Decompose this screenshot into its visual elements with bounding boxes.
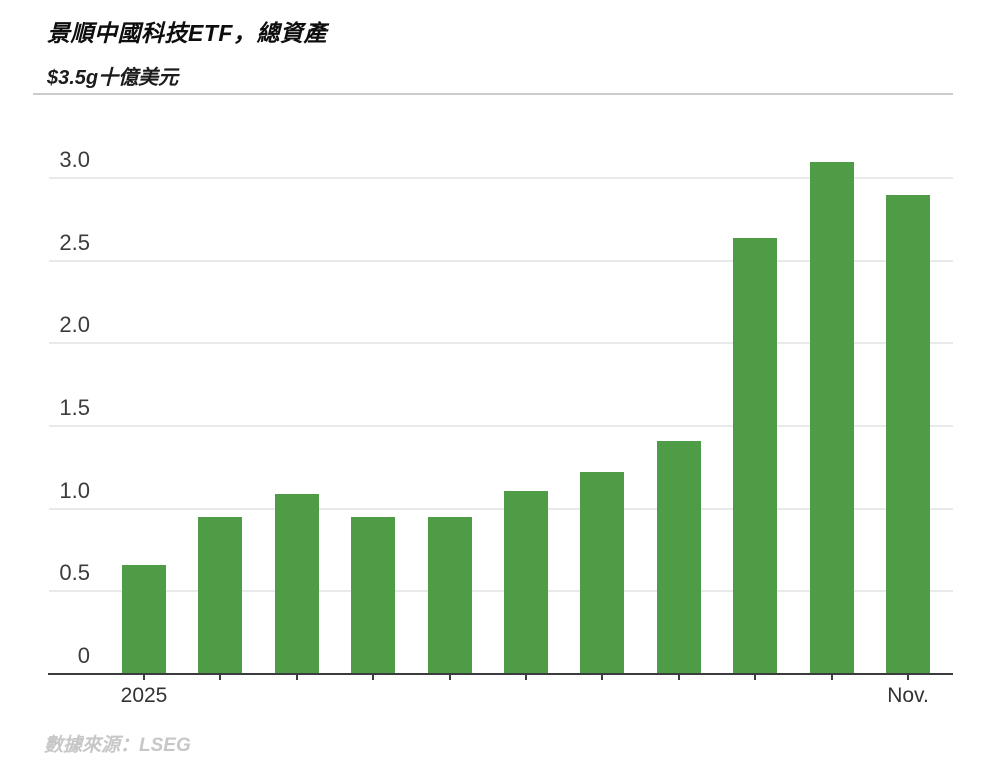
x-axis-tick-mark [525, 675, 527, 680]
y-axis-tick-label: 0.5 [59, 560, 90, 586]
bar [427, 516, 472, 674]
x-axis-tick-mark [295, 675, 298, 680]
bar [886, 194, 930, 674]
chart-title: 景順中國科技ETF，總資產 [47, 20, 327, 46]
gridline [49, 425, 953, 428]
gridline [49, 177, 953, 180]
x-axis-tick-mark [219, 675, 222, 680]
x-axis-tick-label: Nov. [887, 684, 929, 707]
y-axis-tick-label: 1.0 [59, 477, 90, 503]
x-axis-line [48, 673, 953, 675]
x-axis-tick-mark [143, 675, 145, 680]
bar [580, 472, 625, 674]
bar [274, 493, 319, 674]
gridline [49, 507, 953, 510]
x-axis-tick-mark [754, 675, 757, 680]
x-axis-tick-mark [448, 675, 451, 680]
x-axis-tick-mark [372, 675, 375, 680]
y-axis-tick-label: 1.5 [59, 395, 90, 421]
bar [122, 564, 166, 674]
y-axis-tick-label: 2.5 [59, 229, 90, 255]
gridline [49, 342, 953, 345]
source-note: 數據來源：LSEG [44, 735, 191, 756]
x-axis-tick-mark [677, 675, 680, 680]
y-axis-tick-label: 0 [77, 643, 90, 668]
x-axis-tick-mark [601, 675, 604, 680]
bar [656, 440, 701, 674]
bar [809, 161, 854, 674]
gridline [49, 259, 953, 262]
gridline [49, 590, 953, 593]
y-axis-tick-label: 2.0 [59, 312, 90, 338]
x-axis-tick-mark [830, 675, 833, 680]
bar [198, 516, 243, 674]
header-divider [33, 93, 953, 95]
x-axis-tick-label: 2025 [120, 684, 168, 707]
bar [733, 237, 778, 674]
bar [504, 490, 548, 674]
y-axis-tick-label: 3.0 [59, 147, 90, 173]
x-axis-tick-mark [907, 675, 909, 680]
chart-unit-subtitle: $3.5g十億美元 [47, 67, 179, 89]
bar [351, 516, 396, 674]
